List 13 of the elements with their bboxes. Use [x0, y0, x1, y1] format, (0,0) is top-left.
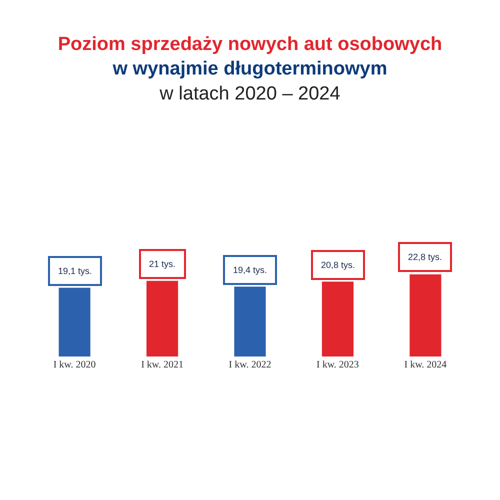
x-tick-label: I kw. 2024 — [404, 359, 447, 370]
data-label: 21 tys. — [149, 259, 176, 269]
data-label: 20,8 tys. — [321, 260, 356, 270]
data-label: 22,8 tys. — [408, 252, 442, 262]
bar — [410, 274, 442, 356]
x-tick-label: I kw. 2021 — [141, 359, 184, 370]
x-tick-label: I kw. 2020 — [53, 359, 96, 370]
bar — [146, 280, 178, 356]
data-label: 19,1 tys. — [58, 266, 92, 276]
chart-title: Poziom sprzedaży nowych aut osobowych w wynajmie długoterminowym w latach 2020 – 2024 — [58, 34, 442, 104]
x-tick-label: I kw. 2022 — [228, 359, 272, 370]
x-tick-label: I kw. 2023 — [316, 359, 359, 370]
data-label: 19,4 tys. — [233, 265, 268, 275]
